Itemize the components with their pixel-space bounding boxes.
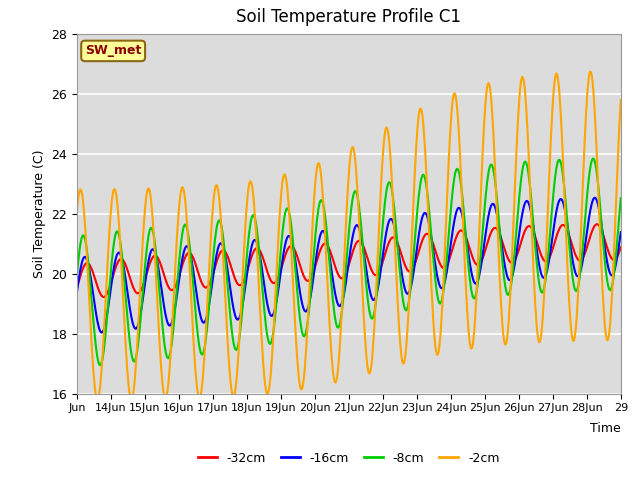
Title: Soil Temperature Profile C1: Soil Temperature Profile C1 [236, 9, 461, 26]
Text: Time: Time [590, 422, 621, 435]
Legend: -32cm, -16cm, -8cm, -2cm: -32cm, -16cm, -8cm, -2cm [193, 447, 505, 469]
Text: SW_met: SW_met [85, 44, 141, 58]
Y-axis label: Soil Temperature (C): Soil Temperature (C) [33, 149, 45, 278]
